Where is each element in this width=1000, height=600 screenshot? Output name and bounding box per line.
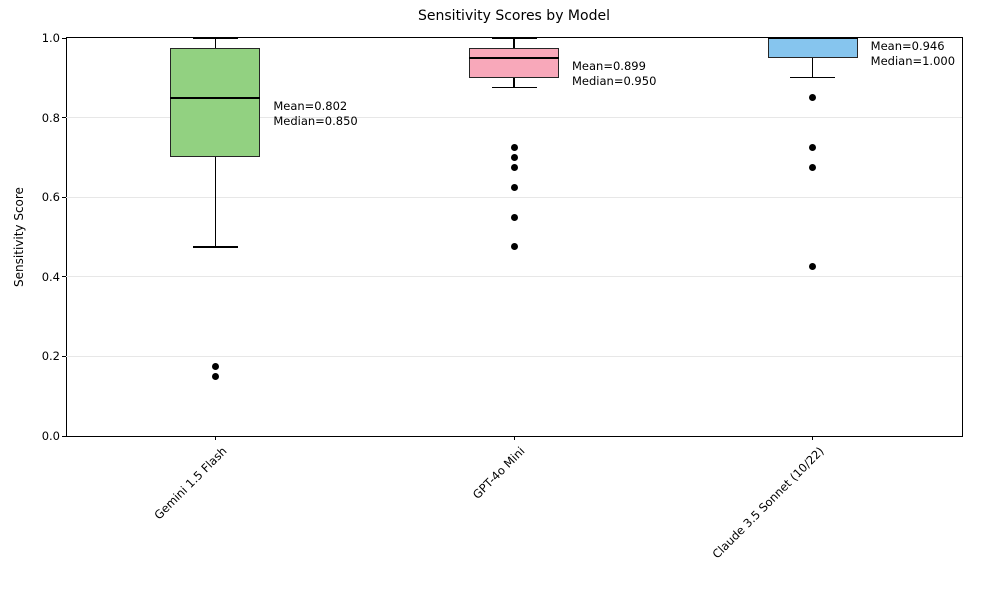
- lower-whisker-box-2: [513, 77, 515, 88]
- y-tick-mark: [62, 37, 66, 39]
- y-tick-label: 1.0: [41, 31, 60, 45]
- x-tick-label-2: GPT-4o Mini: [470, 444, 528, 502]
- annotation-box-2: Mean=0.899 Median=0.950: [572, 59, 656, 89]
- x-tick-mark: [214, 436, 216, 440]
- outlier-dot: [211, 362, 219, 370]
- iqr-box-1: [170, 47, 261, 158]
- x-tick-label-3: Claude 3.5 Sonnet (10/22): [709, 444, 827, 562]
- annotation-line: Mean=0.946: [870, 39, 945, 53]
- iqr-box-2: [469, 47, 559, 78]
- annotation-line: Median=0.850: [273, 113, 358, 128]
- lower-cap-box-1: [192, 246, 238, 248]
- annotation-box-3: Mean=0.946 Median=1.000: [871, 39, 955, 69]
- outlier-dot: [510, 143, 518, 151]
- gridline: [66, 276, 962, 278]
- y-tick-label: 0.2: [41, 349, 60, 364]
- y-tick-label: 0.0: [41, 429, 60, 443]
- y-tick-mark: [62, 355, 66, 357]
- median-box-2: [469, 56, 559, 59]
- chart-title: Sensitivity Scores by Model: [418, 8, 610, 24]
- gridline: [66, 355, 962, 357]
- y-tick-mark: [62, 117, 66, 119]
- y-tick-mark: [62, 435, 66, 437]
- outlier-dot: [510, 163, 518, 171]
- lower-whisker-box-1: [214, 157, 216, 247]
- annotation-box-1: Mean=0.802 Median=0.850: [273, 99, 357, 129]
- lower-cap-box-3: [790, 77, 836, 79]
- annotation-line: Median=1.000: [870, 54, 956, 68]
- annotation-line: Mean=0.899: [572, 58, 646, 73]
- outlier-dot: [809, 263, 817, 271]
- iqr-box-3: [767, 38, 858, 58]
- y-tick-label: 0.6: [41, 190, 60, 205]
- lower-cap-box-2: [491, 87, 537, 89]
- outlier-dot: [510, 183, 518, 191]
- y-tick-mark: [62, 276, 66, 278]
- x-tick-mark: [513, 436, 515, 440]
- annotation-line: Mean=0.802: [273, 98, 348, 113]
- gridline: [66, 117, 962, 119]
- upper-whisker-box-2: [513, 38, 515, 48]
- outlier-dot: [809, 94, 817, 102]
- upper-whisker-box-1: [214, 38, 216, 48]
- y-tick-label: 0.8: [41, 110, 60, 125]
- gridline: [66, 196, 962, 198]
- x-tick-mark: [812, 436, 814, 440]
- y-tick-label: 0.4: [41, 269, 60, 284]
- outlier-dot: [211, 372, 219, 380]
- outlier-dot: [510, 153, 518, 161]
- upper-cap-box-1: [192, 37, 238, 39]
- outlier-dot: [510, 243, 518, 251]
- x-tick-label-1: Gemini 1.5 Flash: [151, 444, 230, 523]
- annotation-line: Median=0.950: [572, 73, 657, 88]
- y-tick-mark: [62, 196, 66, 198]
- outlier-dot: [809, 163, 817, 171]
- outlier-dot: [510, 213, 518, 221]
- lower-whisker-box-3: [812, 57, 814, 78]
- median-box-3: [767, 37, 858, 39]
- upper-cap-box-2: [491, 37, 537, 39]
- outlier-dot: [809, 143, 817, 151]
- median-box-1: [170, 96, 261, 99]
